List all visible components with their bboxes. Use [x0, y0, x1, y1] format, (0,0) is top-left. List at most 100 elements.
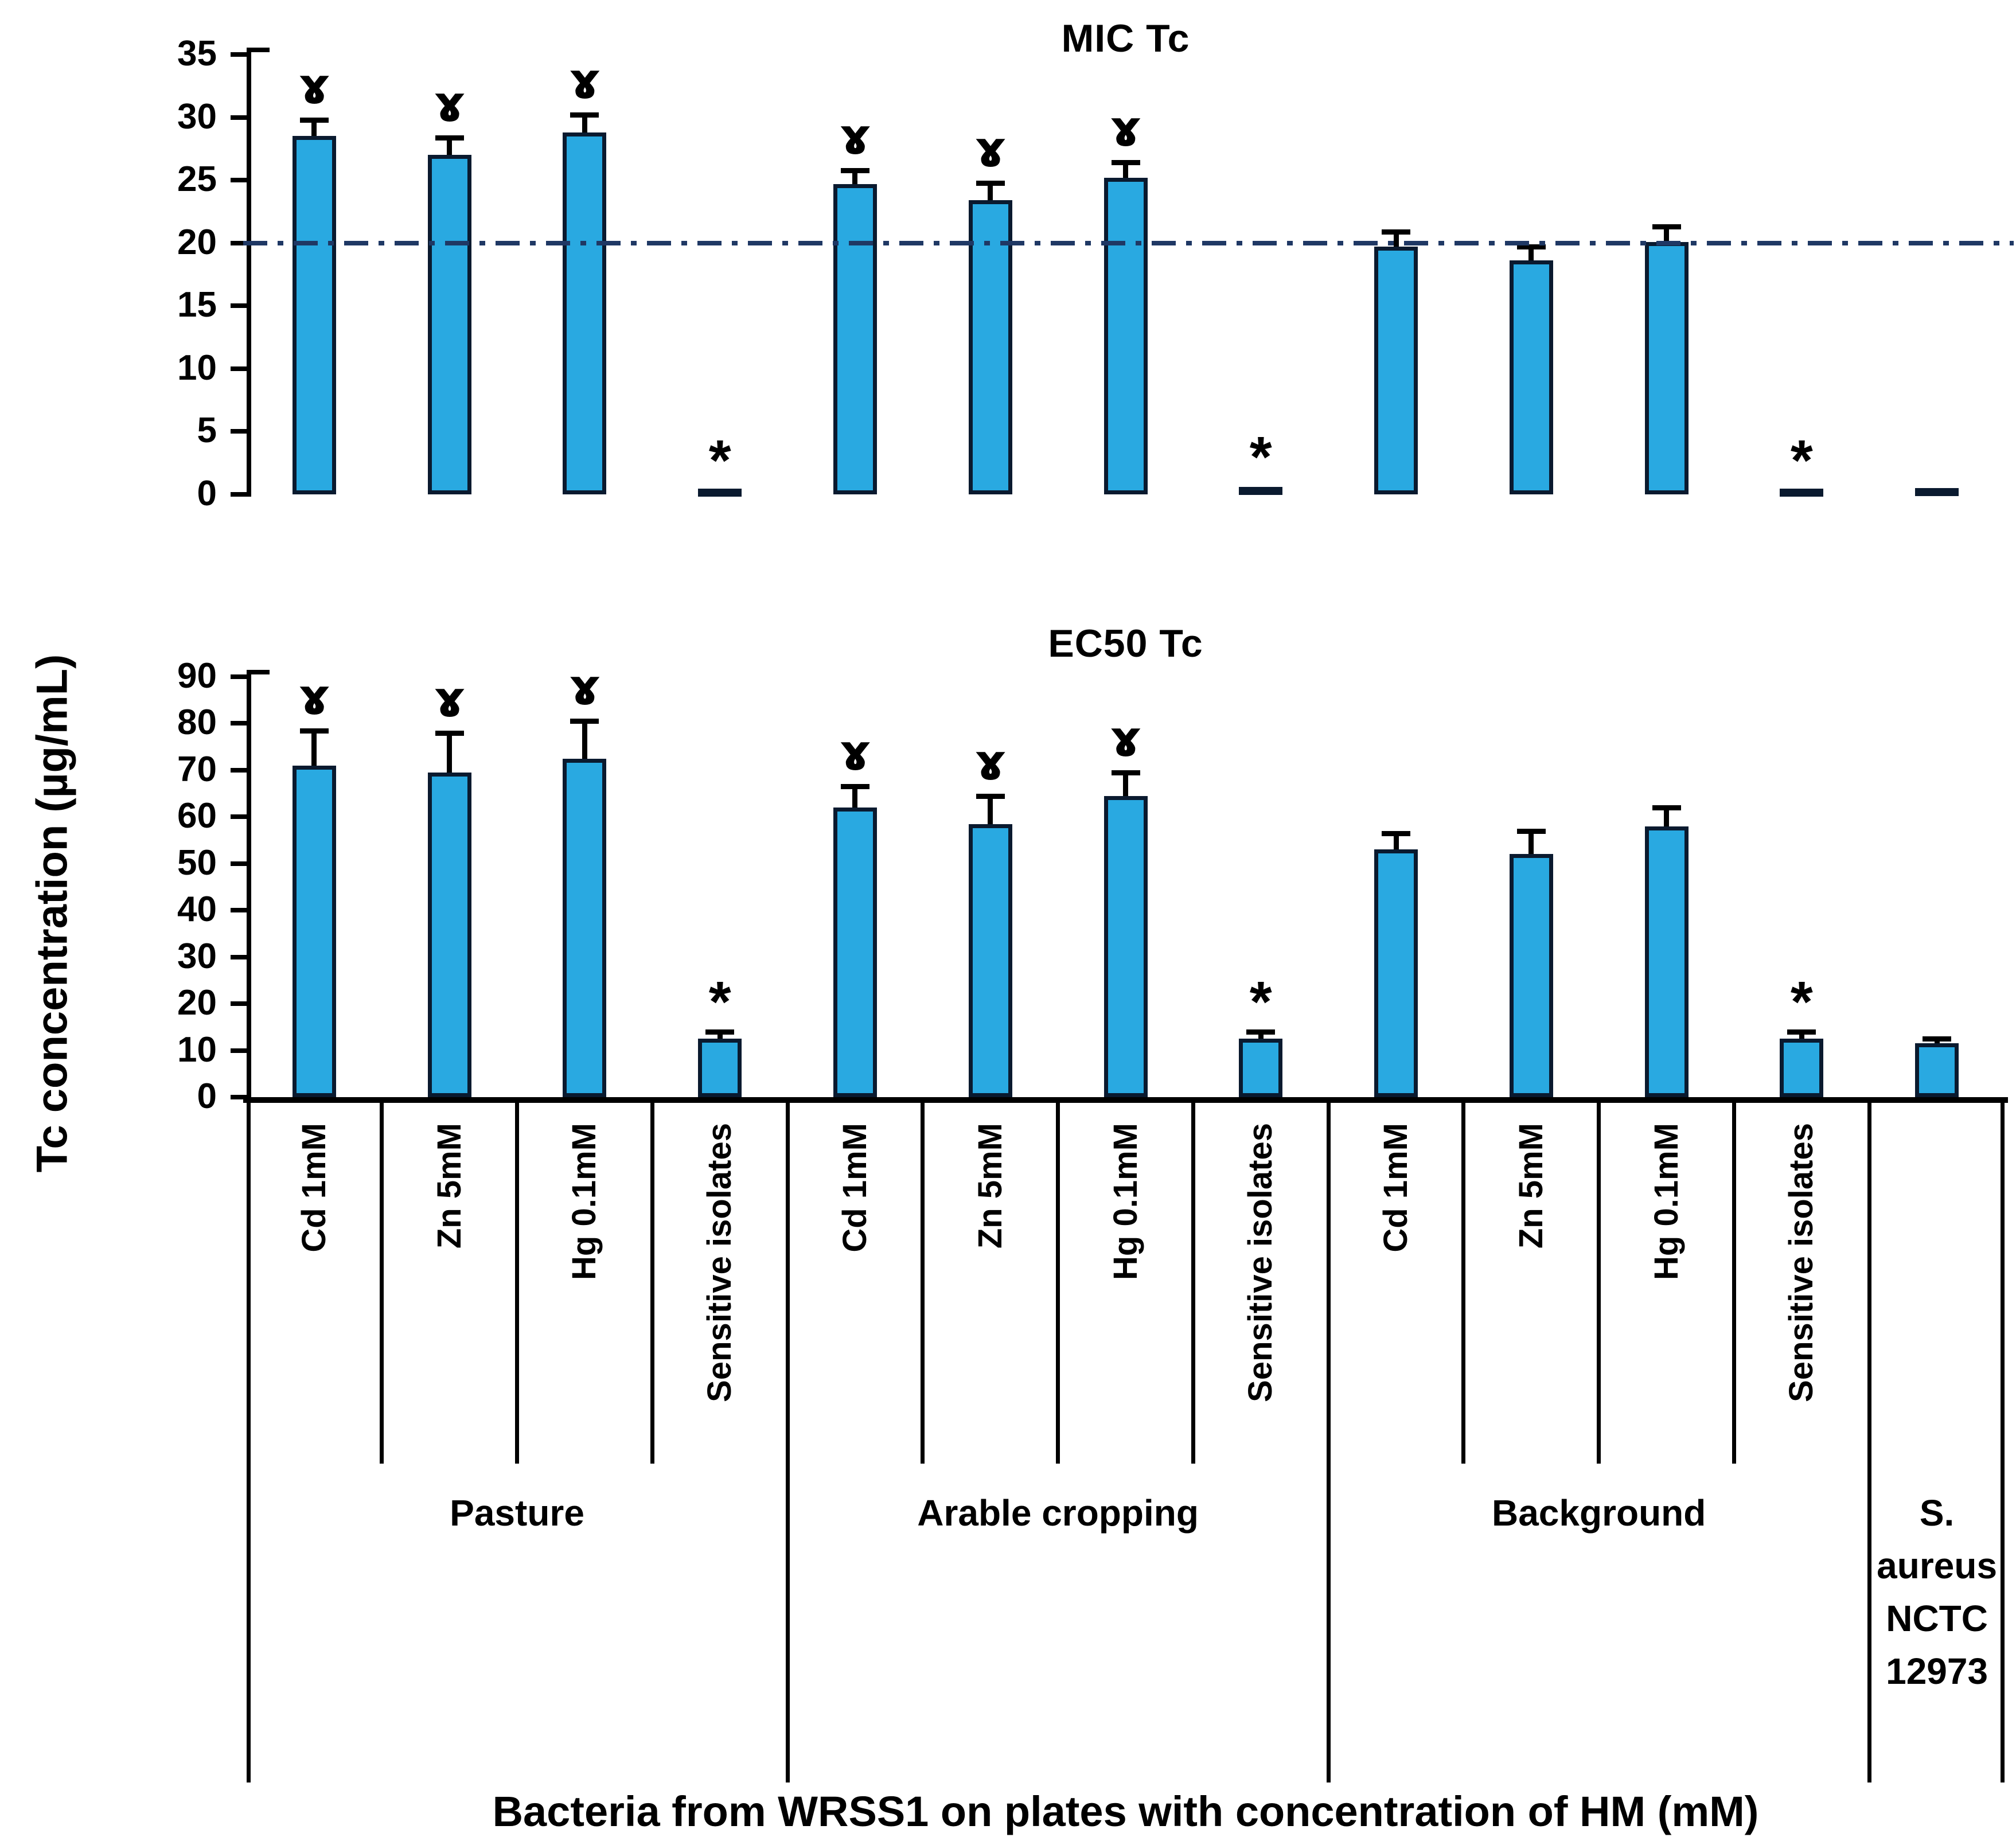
- y-tick-label: 30: [177, 936, 217, 976]
- category-label: Cd 1mM: [1377, 1123, 1415, 1253]
- significance-marker: *: [1249, 969, 1272, 1034]
- category-divider-line: [650, 1103, 654, 1464]
- bar: [1374, 849, 1418, 1097]
- y-tick: [231, 240, 247, 245]
- category-label: Zn 5mM: [1512, 1123, 1550, 1249]
- error-bar-cap: [1246, 1029, 1276, 1035]
- error-bar-stem: [852, 170, 858, 184]
- resistance-marker: ɤ: [839, 724, 871, 782]
- significance-marker: *: [708, 428, 731, 493]
- x-axis-baseline: [243, 1097, 2008, 1103]
- error-bar-stem: [717, 1031, 723, 1039]
- chart-title-mic: MIC Tc: [1061, 17, 1190, 60]
- bar: [1239, 486, 1283, 495]
- error-bar-cap: [840, 167, 869, 173]
- y-tick-label: 80: [177, 703, 217, 743]
- y-tick: [231, 115, 247, 120]
- bar: [698, 1039, 742, 1097]
- category-label: Sensitive isolates: [701, 1123, 739, 1402]
- category-divider-line: [1191, 1103, 1195, 1464]
- bar: [427, 155, 471, 494]
- y-tick-label: 35: [177, 34, 217, 73]
- error-bar-cap: [840, 784, 869, 790]
- y-axis-elbow: [247, 48, 270, 52]
- bar: [563, 758, 607, 1097]
- resistance-marker: ɤ: [298, 668, 330, 725]
- category-label: Sensitive isolates: [1783, 1123, 1820, 1402]
- category-divider-line: [515, 1103, 520, 1464]
- error-bar-stem: [1123, 772, 1128, 796]
- error-bar-cap: [1652, 805, 1681, 811]
- category-label: Hg 0.1mM: [1647, 1123, 1685, 1280]
- error-bar-cap: [1516, 828, 1546, 834]
- y-tick-label: 20: [177, 983, 217, 1023]
- error-bar-cap: [299, 117, 329, 123]
- resistance-marker: ɤ: [1110, 709, 1141, 767]
- y-tick-label: 40: [177, 890, 217, 930]
- category-label: Hg 0.1mM: [1106, 1123, 1144, 1280]
- resistance-marker: ɤ: [434, 75, 465, 132]
- bar: [968, 824, 1012, 1097]
- y-tick: [231, 814, 247, 820]
- y-tick: [231, 1048, 247, 1053]
- error-bar-stem: [311, 730, 317, 766]
- error-bar-stem: [311, 119, 317, 136]
- error-bar-cap: [705, 1029, 735, 1035]
- category-label: Hg 0.1mM: [566, 1123, 603, 1280]
- error-bar-stem: [1528, 247, 1534, 261]
- chart-title-ec50: EC50 Tc: [1048, 622, 1203, 665]
- bar: [1644, 241, 1689, 494]
- error-bar-stem: [988, 182, 993, 201]
- table-left-border: [247, 1097, 251, 1782]
- bar: [1103, 795, 1148, 1097]
- bar: [1509, 260, 1553, 494]
- bar: [563, 132, 607, 494]
- error-bar-cap: [435, 135, 464, 141]
- error-bar-cap: [1923, 1036, 1952, 1042]
- error-bar-cap: [435, 730, 464, 736]
- error-bar-cap: [1111, 160, 1140, 166]
- y-tick: [231, 178, 247, 183]
- error-bar-stem: [1528, 830, 1534, 855]
- error-bar-stem: [1393, 231, 1399, 247]
- y-tick-label: 70: [177, 749, 217, 789]
- y-tick-label: 90: [177, 656, 217, 696]
- error-bar-stem: [1799, 1031, 1804, 1039]
- error-bar-stem: [447, 137, 453, 155]
- category-label: Zn 5mM: [971, 1123, 1009, 1249]
- error-bar-stem: [1393, 833, 1399, 850]
- group-label: Background: [1491, 1492, 1706, 1534]
- bar: [698, 489, 742, 497]
- bar: [1915, 1043, 1959, 1097]
- category-label: Cd 1mM: [836, 1123, 874, 1253]
- y-tick: [231, 954, 247, 959]
- resistance-marker: ɤ: [569, 658, 600, 716]
- category-divider-line: [1597, 1103, 1601, 1464]
- bar: [1509, 854, 1553, 1097]
- error-bar-cap: [1652, 224, 1681, 230]
- bar: [292, 765, 336, 1097]
- resistance-marker: ɤ: [298, 57, 330, 115]
- category-divider-line: [380, 1103, 384, 1464]
- resistance-marker: ɤ: [1110, 100, 1141, 158]
- y-tick-label: 0: [197, 474, 217, 513]
- error-bar-stem: [1123, 162, 1128, 178]
- bar: [427, 772, 471, 1097]
- group-boundary-line: [1867, 1103, 1871, 1782]
- bar: [1780, 489, 1824, 497]
- bar: [1780, 1039, 1824, 1097]
- reference-line: [243, 240, 2014, 245]
- y-tick: [231, 303, 247, 309]
- table-right-border: [2001, 1097, 2005, 1782]
- bar: [833, 808, 877, 1097]
- y-tick: [231, 767, 247, 773]
- bar: [1239, 1039, 1283, 1097]
- error-bar-cap: [1516, 244, 1546, 250]
- y-tick: [231, 908, 247, 913]
- y-tick: [231, 366, 247, 371]
- y-tick: [231, 721, 247, 726]
